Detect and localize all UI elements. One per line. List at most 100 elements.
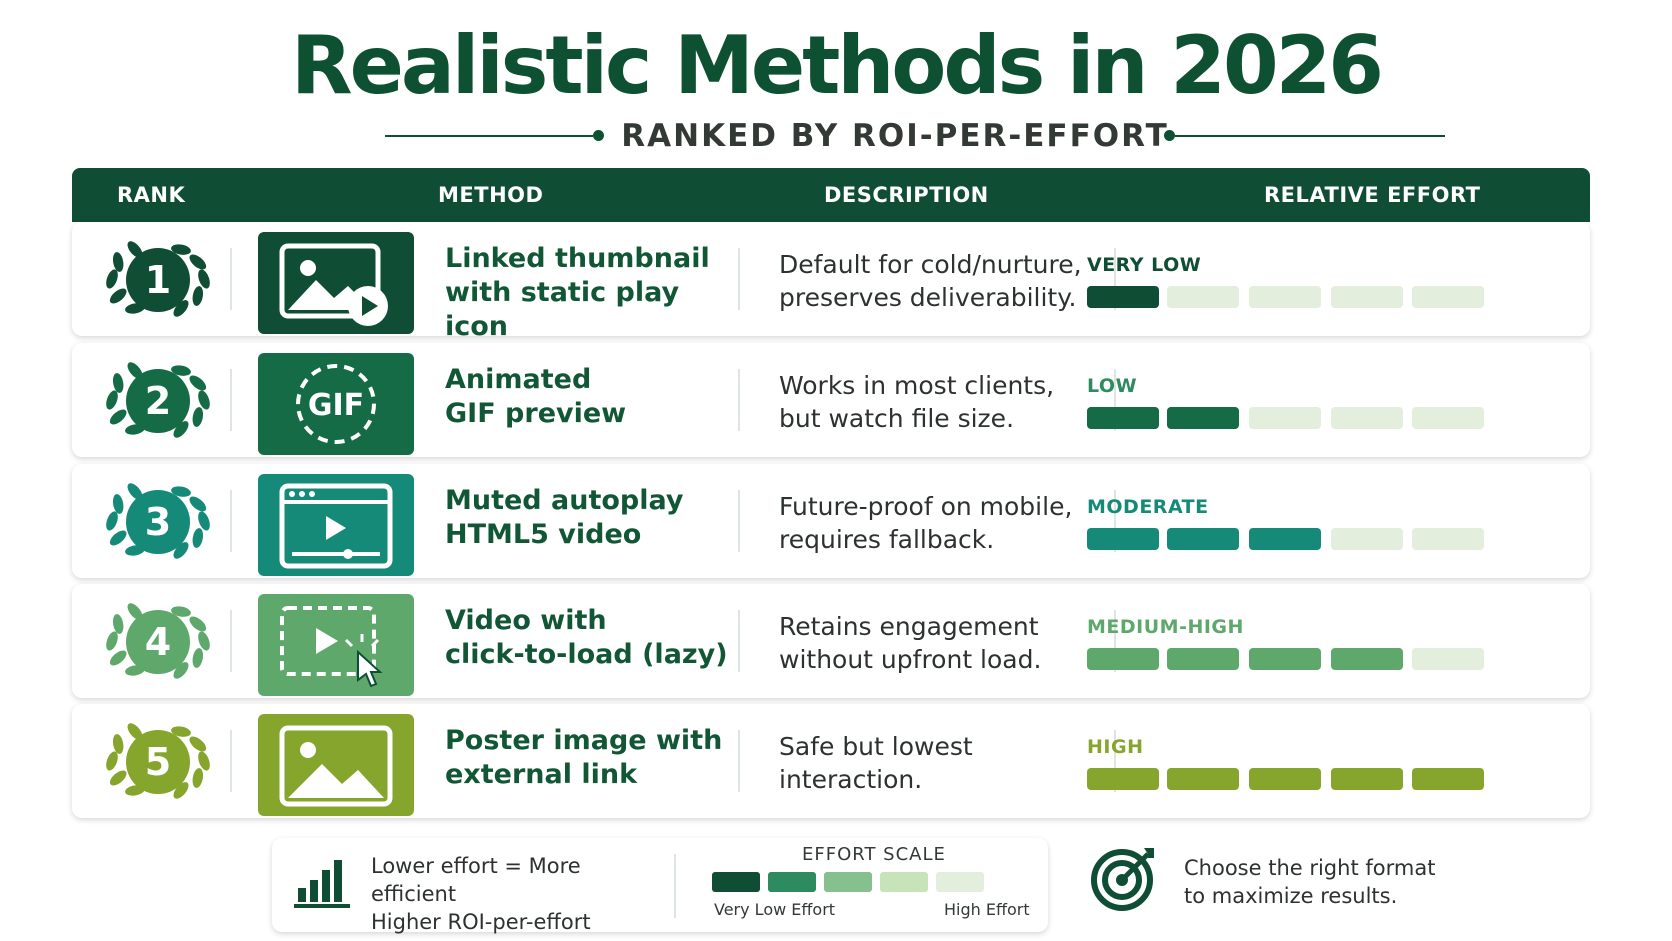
- effort-bar-segment: [1167, 286, 1239, 308]
- table-row: 2 GIF Animated GIF preview Works in most…: [72, 343, 1590, 457]
- table-row: 1 Linked thumbnail with static play icon…: [72, 222, 1590, 342]
- column-header-method: METHOD: [438, 183, 544, 207]
- rank-badge: 5: [98, 720, 218, 802]
- method-name: Linked thumbnail with static play icon: [445, 242, 745, 344]
- method-line-1: Linked thumbnail: [445, 243, 710, 274]
- divider-dot: [1164, 130, 1175, 141]
- description-line-2: without upfront load.: [779, 645, 1042, 674]
- method-line-2: click-to-load (lazy): [445, 639, 728, 670]
- method-description: Works in most clients, but watch file si…: [779, 369, 1119, 435]
- rank-number: 1: [126, 248, 190, 312]
- effort-scale-swatch: [936, 872, 984, 892]
- column-divider: [738, 610, 740, 672]
- method-description: Default for cold/nurture, preserves deli…: [779, 248, 1119, 314]
- effort-bar-segment: [1087, 528, 1159, 550]
- rank-number: 5: [126, 730, 190, 794]
- method-name: Muted autoplay HTML5 video: [445, 484, 745, 552]
- effort-bar-segment: [1167, 528, 1239, 550]
- effort-bar-segment: [1412, 407, 1484, 429]
- column-divider: [738, 490, 740, 552]
- method-description: Retains engagement without upfront load.: [779, 610, 1119, 676]
- legend-text: Lower effort = More efficient Higher ROI…: [371, 852, 661, 936]
- column-header-rank: RANK: [117, 183, 186, 207]
- image-play-icon: [258, 232, 414, 334]
- column-divider: [738, 730, 740, 792]
- divider-dot: [593, 130, 604, 141]
- column-divider: [1114, 490, 1116, 552]
- table-row: 4 Video with click-to-load (lazy) Retain…: [72, 584, 1590, 698]
- method-line-2: GIF preview: [445, 398, 627, 429]
- column-divider: [230, 730, 232, 792]
- effort-scale-swatch: [712, 872, 760, 892]
- column-divider: [1114, 730, 1116, 792]
- method-line-1: Poster image with: [445, 725, 723, 756]
- effort-label: MODERATE: [1087, 496, 1209, 518]
- column-divider: [738, 248, 740, 310]
- description-line-1: Retains engagement: [779, 612, 1039, 641]
- method-line-1: Muted autoplay: [445, 485, 684, 516]
- description-line-1: Safe but lowest: [779, 732, 973, 761]
- column-divider: [230, 369, 232, 431]
- effort-bar-segment: [1167, 407, 1239, 429]
- method-name: Animated GIF preview: [445, 363, 745, 431]
- effort-bar-segment: [1087, 768, 1159, 790]
- column-divider: [230, 248, 232, 310]
- divider-line: [1175, 135, 1445, 137]
- method-description: Safe but lowest interaction.: [779, 730, 1119, 796]
- legend-line-2: Higher ROI-per-effort: [371, 910, 591, 934]
- method-line-2: with static play icon: [445, 277, 680, 342]
- description-line-2: interaction.: [779, 765, 923, 794]
- effort-scale-title: EFFORT SCALE: [802, 844, 946, 865]
- column-divider: [230, 610, 232, 672]
- rank-badge: 3: [98, 480, 218, 562]
- page-subtitle: RANKED BY ROI-PER-EFFORT: [621, 118, 1169, 154]
- rank-number: 3: [126, 490, 190, 554]
- effort-bar-segment: [1412, 648, 1484, 670]
- legend-box: Lower effort = More efficient Higher ROI…: [272, 838, 1048, 934]
- description-line-1: Default for cold/nurture,: [779, 250, 1082, 279]
- effort-bar-segment: [1087, 648, 1159, 670]
- click-to-play-icon: [258, 594, 414, 696]
- column-divider: [1114, 248, 1116, 310]
- effort-bar-segment: [1331, 407, 1403, 429]
- effort-bar-segment: [1249, 648, 1321, 670]
- description-line-1: Future-proof on mobile,: [779, 492, 1073, 521]
- column-divider: [738, 369, 740, 431]
- method-name: Video with click-to-load (lazy): [445, 604, 745, 672]
- effort-bar-segment: [1167, 648, 1239, 670]
- effort-bar-segment: [1249, 768, 1321, 790]
- method-name: Poster image with external link: [445, 724, 745, 792]
- effort-bar-segment: [1412, 286, 1484, 308]
- column-header-description: DESCRIPTION: [824, 183, 989, 207]
- column-divider: [1114, 610, 1116, 672]
- page-title: Realistic Methods in 2026: [291, 19, 1384, 112]
- description-line-2: preserves deliverability.: [779, 283, 1077, 312]
- description-line-2: but watch file size.: [779, 404, 1015, 433]
- table-header: RANK METHOD DESCRIPTION RELATIVE EFFORT: [72, 168, 1590, 222]
- rank-number: 2: [126, 369, 190, 433]
- table-row: 5 Poster image with external link Safe b…: [72, 704, 1590, 818]
- column-divider: [1114, 369, 1116, 431]
- method-line-2: HTML5 video: [445, 519, 642, 550]
- effort-bar-segment: [1087, 286, 1159, 308]
- effort-bar-segment: [1249, 407, 1321, 429]
- effort-scale-low-label: Very Low Effort: [714, 900, 836, 919]
- column-divider: [230, 490, 232, 552]
- description-line-2: requires fallback.: [779, 525, 995, 554]
- video-player-icon: [258, 474, 414, 576]
- legend-line-1: Lower effort = More efficient: [371, 854, 581, 906]
- effort-scale-swatch: [768, 872, 816, 892]
- rank-badge: 2: [98, 359, 218, 441]
- rank-badge: 4: [98, 600, 218, 682]
- bar-chart-icon: [294, 852, 354, 916]
- target-icon: [1088, 842, 1160, 918]
- effort-bar-segment: [1167, 768, 1239, 790]
- effort-scale-swatch: [824, 872, 872, 892]
- method-line-1: Animated: [445, 364, 592, 395]
- method-line-1: Video with: [445, 605, 607, 636]
- effort-label: VERY LOW: [1087, 254, 1202, 276]
- effort-label: LOW: [1087, 375, 1138, 397]
- effort-bar-segment: [1249, 528, 1321, 550]
- divider-line: [385, 135, 593, 137]
- effort-bar-segment: [1249, 286, 1321, 308]
